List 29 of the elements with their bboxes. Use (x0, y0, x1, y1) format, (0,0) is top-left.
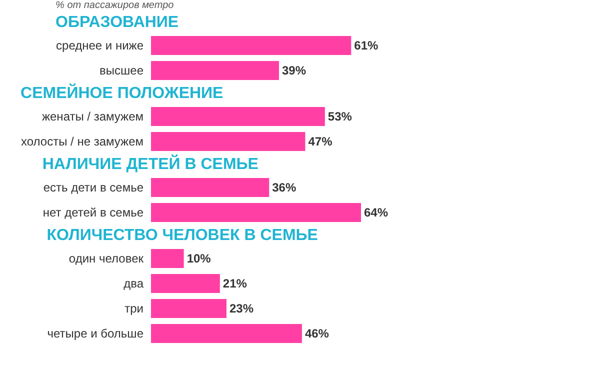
y-tick-label: нет детей в семье (42, 206, 144, 220)
chart-subtitle: % от пассажиров метро (56, 0, 174, 11)
y-tick-label: один человек (68, 252, 144, 266)
chart-title: КОЛИЧЕСТВО ЧЕЛОВЕК В СЕМЬЕ (46, 227, 318, 244)
chart-title: ОБРАЗОВАНИЕ (56, 14, 179, 31)
y-tick-label: есть дети в семье (43, 180, 144, 194)
data-label: 23% (229, 302, 254, 316)
data-label: 21% (222, 276, 248, 290)
chart-title: НАЛИЧИЕ ДЕТЕЙ В СЕМЬЕ (42, 154, 259, 173)
y-tick-label: женаты / замужем (42, 110, 144, 124)
data-label: 53% (328, 110, 352, 124)
y-tick-label: три (124, 302, 144, 316)
data-label: 61% (354, 38, 379, 52)
y-tick-label: четыре и больше (47, 326, 144, 340)
data-label: 39% (282, 64, 306, 78)
data-label: 47% (308, 134, 333, 148)
bar (151, 324, 302, 343)
y-tick-label: среднее и ниже (56, 38, 144, 52)
y-tick-label: высшее (100, 64, 144, 78)
y-tick-label: холосты / не замужем (21, 134, 144, 148)
data-label: 10% (186, 252, 212, 266)
bar (151, 299, 226, 318)
bar (151, 249, 184, 268)
bar (151, 274, 220, 293)
data-label: 36% (272, 180, 296, 194)
data-label: 46% (304, 326, 330, 340)
y-tick-label: два (124, 276, 144, 290)
chart-title: СЕМЕЙНОЕ ПОЛОЖЕНИЕ (20, 83, 224, 102)
data-label: 64% (364, 206, 388, 220)
